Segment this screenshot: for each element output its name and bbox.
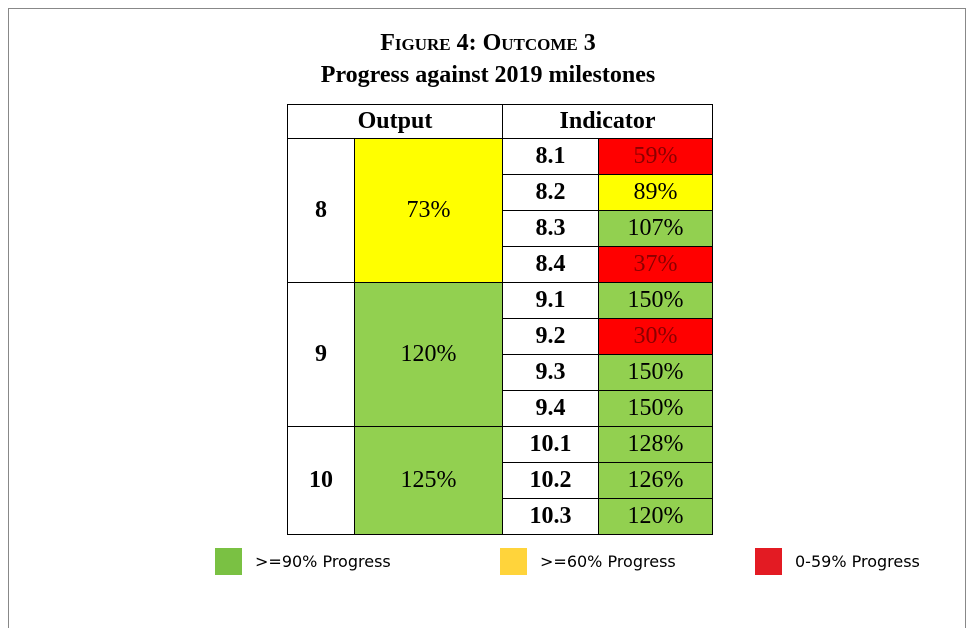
indicator-id: 8.4 xyxy=(502,246,599,283)
indicator-id: 10.2 xyxy=(502,462,599,499)
indicator-id: 10.3 xyxy=(502,498,599,535)
legend-item: >=90% Progress xyxy=(215,548,391,575)
table-row: 9 120% 9.1 150% xyxy=(287,282,713,427)
indicator-progress: 150% xyxy=(598,354,713,391)
output-progress: 73% xyxy=(354,138,503,283)
indicator-id: 10.1 xyxy=(502,426,599,463)
table-row: 10.2 126% xyxy=(288,462,713,499)
legend: >=90% Progress >=60% Progress 0-59% Progre… xyxy=(0,548,976,578)
subtitle: Progress against 2019 milestones xyxy=(320,62,656,88)
indicator-progress: 126% xyxy=(598,462,713,499)
indicator-id: 8.3 xyxy=(502,210,599,247)
table-row: 8 73% 8.1 59% xyxy=(287,138,713,283)
legend-label: >=60% Progress xyxy=(540,552,676,571)
indicator-id: 9.1 xyxy=(502,282,599,319)
indicator-id: 9.2 xyxy=(502,318,599,355)
indicator-progress: 89% xyxy=(598,174,713,211)
legend-swatch xyxy=(500,548,527,575)
indicator-id: 8.2 xyxy=(502,174,599,211)
indicator-progress: 59% xyxy=(598,138,713,175)
table-row: 8.3 107% xyxy=(288,210,713,247)
indicator-id: 9.3 xyxy=(502,354,599,391)
indicator-progress: 150% xyxy=(598,282,713,319)
legend-item: >=60% Progress xyxy=(500,548,676,575)
indicator-progress: 150% xyxy=(598,390,713,427)
legend-swatch xyxy=(755,548,782,575)
indicator-progress: 30% xyxy=(598,318,713,355)
output-id: 10 xyxy=(287,426,355,535)
column-header: Indicator xyxy=(502,104,713,139)
progress-table: Output Indicator 8 73% 8.1 59% 8.2 89% 8.3 107%… xyxy=(287,104,713,535)
frame xyxy=(8,8,966,628)
indicator-id: 9.4 xyxy=(502,390,599,427)
table-row: 9.2 30% xyxy=(288,318,713,355)
output-progress: 125% xyxy=(354,426,503,535)
output-id: 8 xyxy=(287,138,355,283)
table-row: 9.3 150% xyxy=(288,354,713,391)
indicator-progress: 37% xyxy=(598,246,713,283)
table-row: 10.3 120% xyxy=(288,498,713,535)
indicator-progress: 128% xyxy=(598,426,713,463)
header-row: Output Indicator xyxy=(287,104,713,139)
title: Figure 4: Outcome 3 xyxy=(380,30,596,56)
table-row: 8.4 37% xyxy=(288,246,713,283)
column-header: Output xyxy=(287,104,503,139)
legend-label: >=90% Progress xyxy=(255,552,391,571)
legend-item: 0-59% Progress xyxy=(755,548,920,575)
indicator-id: 8.1 xyxy=(502,138,599,175)
table-row: 10 125% 10.1 128% xyxy=(287,426,713,535)
output-progress: 120% xyxy=(354,282,503,427)
output-id: 9 xyxy=(287,282,355,427)
legend-swatch xyxy=(215,548,242,575)
indicator-progress: 120% xyxy=(598,498,713,535)
table-row: 9.4 150% xyxy=(288,390,713,427)
table-row: 8.2 89% xyxy=(288,174,713,211)
legend-label: 0-59% Progress xyxy=(795,552,920,571)
indicator-progress: 107% xyxy=(598,210,713,247)
